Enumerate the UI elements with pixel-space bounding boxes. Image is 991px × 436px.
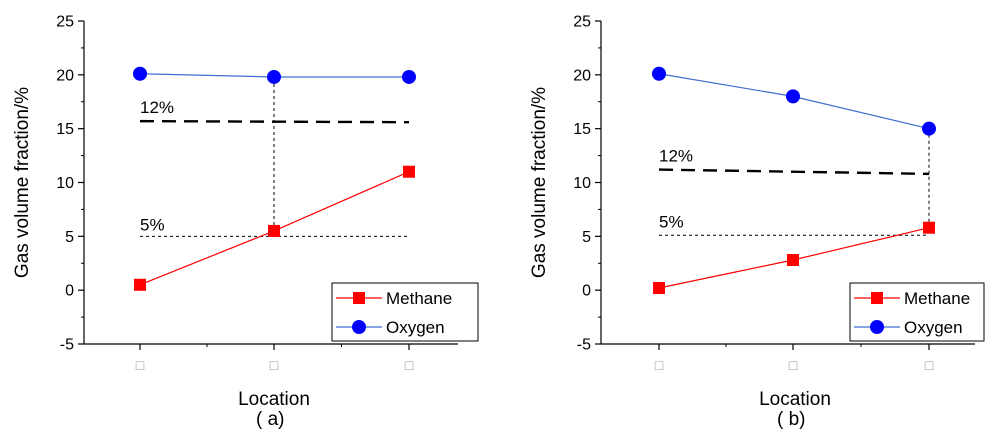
x-axis-title: Location [238,389,310,410]
panel-caption: ( a) [256,409,285,430]
x-axis-title: Location [759,389,831,410]
oxygen-marker [652,66,666,81]
chart-panel-b: -5 0 5 10 15 20 25 □ □ □ Location Gas volume fracti… [529,14,985,430]
threshold-label-12pct: 12% [659,147,693,166]
y-tick-label: 25 [573,14,591,31]
x-tick-label: □ [405,357,414,373]
oxygen-marker [786,89,800,104]
y-tick-label: 20 [573,67,591,84]
y-tick-label: 25 [56,14,74,31]
panel-caption: ( b) [777,409,806,430]
methane-marker [653,282,665,295]
x-tick-label: □ [925,357,934,373]
methane-marker [403,165,415,178]
y-tick-label: 15 [56,121,74,138]
oxygen-marker [402,69,416,84]
y-tick-label: 20 [56,67,74,84]
x-tick-label: □ [655,357,664,373]
legend-label-methane: Methane [904,289,970,308]
y-tick-label: 10 [573,175,591,192]
legend-marker-methane [353,292,365,304]
y-tick-label: -5 [60,337,74,354]
threshold-line-12pct [658,168,930,176]
y-tick-label: 5 [65,229,74,246]
y-tick-label: 10 [56,175,74,192]
threshold-label-12pct: 12% [140,98,174,117]
oxygen-marker [922,121,936,136]
x-tick-label: □ [136,357,145,373]
threshold-label-5pct: 5% [659,212,684,231]
legend-label-oxygen: Oxygen [904,318,963,337]
y-tick-label: -5 [577,337,591,354]
y-tick-label: 0 [65,283,74,300]
oxygen-marker [267,69,281,84]
methane-marker [134,278,146,291]
y-tick-label: 5 [582,229,591,246]
methane-marker [268,224,280,237]
threshold-label-5pct: 5% [140,215,165,234]
y-axis-title: Gas volume fraction/% [529,87,550,278]
methane-marker [787,254,799,267]
chart-panel-a: -5 0 5 10 15 20 25 □ □ □ Location Gas volume fracti… [12,14,479,430]
legend-label-methane: Methane [386,289,452,308]
legend-label-oxygen: Oxygen [386,318,445,337]
x-tick-label: □ [789,357,798,373]
oxygen-marker [133,66,147,81]
legend-marker-methane [871,292,883,304]
legend: Methane Oxygen [849,282,985,342]
y-tick-label: 15 [573,121,591,138]
legend: Methane Oxygen [331,282,479,342]
y-tick-label: 0 [582,283,591,300]
legend-marker-oxygen [870,320,884,334]
x-tick-label: □ [270,357,279,373]
y-axis-title: Gas volume fraction/% [12,87,33,278]
methane-marker [923,221,935,234]
legend-marker-oxygen [352,320,366,334]
